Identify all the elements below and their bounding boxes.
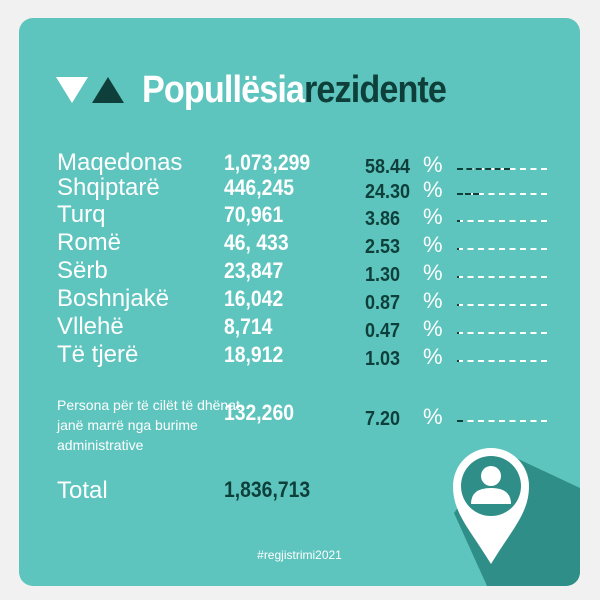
row-percent: 0.87 bbox=[365, 292, 401, 314]
row-value: 132,260 bbox=[224, 400, 294, 425]
row-name: Maqedonas bbox=[57, 149, 183, 176]
title-part-1: Popullësia bbox=[142, 68, 305, 111]
row-value: 18,912 bbox=[224, 342, 284, 367]
triangle-up-icon bbox=[92, 77, 124, 103]
table-row-admin: 132,260 7.20 % bbox=[19, 395, 580, 430]
row-percent-sign: % bbox=[423, 204, 443, 229]
infographic-card: Popullësia rezidente Maqedonas 1,073,299 5… bbox=[19, 18, 580, 586]
row-value: 16,042 bbox=[224, 286, 284, 311]
table-row: Të tjerë 18,912 1.03% bbox=[19, 341, 580, 370]
table-row: Boshnjakë 16,042 0.87% bbox=[19, 285, 580, 314]
share-bar bbox=[457, 246, 547, 250]
row-percent: 2.53 bbox=[365, 236, 401, 258]
triangle-down-icon bbox=[56, 77, 88, 103]
share-bar-fill bbox=[457, 274, 459, 278]
row-percent-sign: % bbox=[423, 232, 443, 257]
row-percent-sign: % bbox=[423, 288, 443, 313]
title-part-2: rezidente bbox=[304, 68, 447, 111]
row-name: Romë bbox=[57, 229, 122, 256]
row-value: 446,245 bbox=[224, 175, 294, 200]
total-label: Total bbox=[57, 477, 108, 504]
share-bar-fill bbox=[457, 218, 460, 222]
header: Popullësia rezidente bbox=[56, 62, 462, 118]
row-percent-sign: % bbox=[423, 404, 443, 429]
share-bar-fill bbox=[457, 246, 459, 250]
row-name: Shqiptarë bbox=[57, 174, 160, 201]
share-bar-fill bbox=[457, 418, 463, 422]
table-row: Maqedonas 1,073,299 58.44% bbox=[19, 149, 580, 178]
share-bar-fill bbox=[457, 330, 459, 334]
row-percent: 1.03 bbox=[365, 348, 401, 370]
row-percent-sign: % bbox=[423, 344, 443, 369]
row-percent: 1.30 bbox=[365, 264, 401, 286]
location-pin-person-icon bbox=[453, 448, 580, 586]
row-name: Vllehë bbox=[57, 313, 124, 340]
share-bar bbox=[457, 330, 547, 334]
row-name: Sërb bbox=[57, 257, 108, 284]
row-percent: 24.30 bbox=[365, 181, 411, 203]
row-value: 8,714 bbox=[224, 314, 273, 339]
share-bar bbox=[457, 191, 547, 195]
table-row: Sërb 23,847 1.30% bbox=[19, 257, 580, 286]
share-bar bbox=[457, 358, 547, 362]
share-bar bbox=[457, 418, 547, 422]
table-row: Turq 70,961 3.86% bbox=[19, 201, 580, 230]
table-row: Vllehë 8,714 0.47% bbox=[19, 313, 580, 342]
row-name: Turq bbox=[57, 201, 106, 228]
row-percent: 0.47 bbox=[365, 320, 401, 342]
share-bar-fill bbox=[457, 358, 459, 362]
share-bar-fill bbox=[457, 166, 510, 170]
share-bar-fill bbox=[457, 302, 459, 306]
row-value: 23,847 bbox=[224, 258, 284, 283]
share-bar bbox=[457, 218, 547, 222]
row-value: 46, 433 bbox=[224, 230, 289, 255]
share-bar bbox=[457, 302, 547, 306]
share-bar-fill bbox=[457, 191, 479, 195]
total-value: 1,836,713 bbox=[224, 477, 311, 502]
share-bar bbox=[457, 274, 547, 278]
row-percent-sign: % bbox=[423, 152, 443, 177]
row-percent: 58.44 bbox=[365, 156, 411, 178]
row-name: Boshnjakë bbox=[57, 285, 170, 312]
row-name: Persona për të cilët të dhënat janë marr… bbox=[57, 397, 240, 453]
row-percent: 3.86 bbox=[365, 208, 401, 230]
row-name: Të tjerë bbox=[57, 341, 139, 368]
row-percent-sign: % bbox=[423, 316, 443, 341]
row-percent-sign: % bbox=[423, 177, 443, 202]
table-row: Shqiptarë 446,245 24.30% bbox=[19, 174, 580, 203]
hashtag: #regjistrimi2021 bbox=[257, 548, 342, 562]
row-percent-sign: % bbox=[423, 260, 443, 285]
row-value: 1,073,299 bbox=[224, 150, 311, 175]
table-row: Romë 46, 433 2.53% bbox=[19, 229, 580, 258]
row-value: 70,961 bbox=[224, 202, 284, 227]
share-bar bbox=[457, 166, 547, 170]
row-percent: 7.20 bbox=[365, 408, 401, 430]
